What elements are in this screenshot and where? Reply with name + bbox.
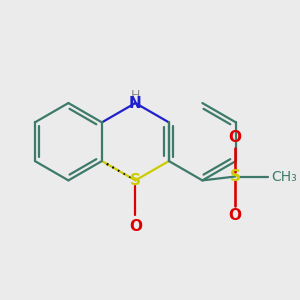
- Text: S: S: [230, 169, 241, 184]
- Text: H: H: [131, 89, 140, 102]
- Text: O: O: [129, 218, 142, 233]
- Text: O: O: [229, 208, 242, 223]
- Text: O: O: [229, 130, 242, 145]
- Text: CH₃: CH₃: [271, 169, 297, 184]
- Text: N: N: [129, 95, 142, 110]
- Text: S: S: [130, 173, 141, 188]
